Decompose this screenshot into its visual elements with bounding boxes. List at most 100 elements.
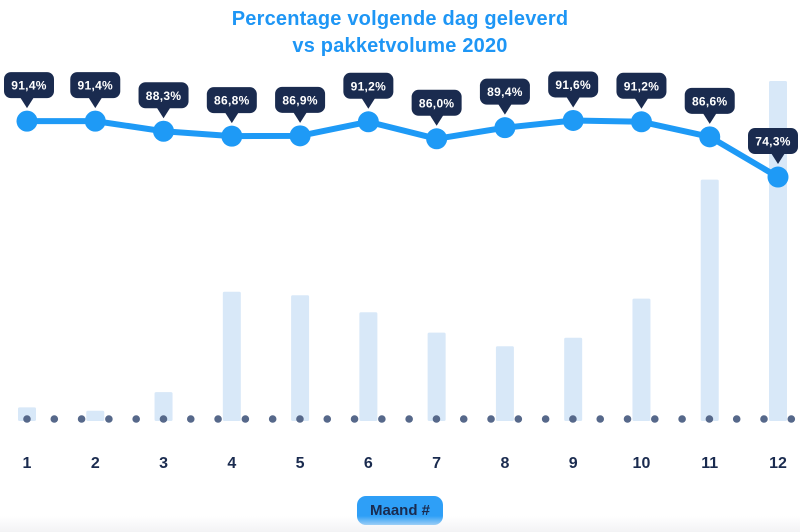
value-callout: 91,4% — [70, 72, 121, 109]
callout-box — [548, 71, 599, 98]
line-point[interactable] — [494, 117, 516, 139]
baseline-dot — [378, 415, 386, 423]
baseline-dot — [514, 415, 523, 423]
x-tick-label: 10 — [633, 455, 651, 472]
baseline-dot — [241, 415, 250, 423]
line-point[interactable] — [16, 110, 38, 132]
callout-box — [343, 72, 394, 99]
baseline-dot — [432, 415, 441, 423]
callout-value: 86,9% — [282, 93, 318, 107]
callout-pointer — [429, 114, 444, 126]
callout-pointer — [771, 153, 785, 165]
callout-value: 91,6% — [555, 78, 591, 92]
callout-pointer — [634, 97, 649, 109]
line-point[interactable] — [221, 125, 243, 147]
volume-bar[interactable] — [769, 81, 787, 421]
baseline-dot — [405, 415, 413, 423]
baseline-dot — [214, 415, 222, 423]
volume-bar[interactable] — [427, 332, 446, 421]
baseline-dot — [186, 415, 195, 423]
line-point[interactable] — [153, 120, 175, 142]
baseline-dot — [487, 415, 495, 423]
baseline-dot — [459, 415, 468, 423]
x-tick-label: 12 — [769, 455, 787, 472]
line-point[interactable] — [357, 111, 379, 133]
chart-title-line1: Percentage volgende dag geleverd — [231, 8, 569, 30]
callout-value: 91,2% — [624, 79, 660, 93]
baseline-dot — [623, 415, 632, 423]
value-callout: 91,4% — [4, 72, 54, 109]
baseline-dot — [541, 415, 550, 423]
line-point[interactable] — [562, 109, 584, 131]
chart-title: Percentage volgende dag geleverd vs pakk… — [0, 6, 800, 60]
value-callout: 89,4% — [479, 78, 530, 115]
callout-pointer — [156, 107, 171, 119]
x-tick-label: 11 — [701, 455, 718, 472]
x-tick-label: 8 — [500, 455, 509, 472]
baseline-dot — [787, 415, 796, 423]
baseline-dot — [268, 415, 277, 423]
callout-value: 91,4% — [11, 79, 47, 93]
volume-bar[interactable] — [564, 337, 583, 421]
baseline-dot — [23, 415, 31, 423]
percentage-line — [24, 117, 781, 181]
baseline-dot — [350, 415, 359, 423]
value-callout: 88,3% — [138, 82, 189, 119]
volume-bar[interactable] — [154, 392, 173, 421]
callout-box — [138, 82, 189, 109]
baseline-dot — [159, 415, 168, 423]
callout-value: 89,4% — [487, 85, 523, 99]
callout-pointer — [566, 96, 581, 108]
baseline-dot — [77, 415, 86, 423]
callout-box — [275, 86, 326, 113]
callout-value: 86,8% — [214, 94, 250, 108]
callout-pointer — [497, 103, 512, 115]
chart-title-line2: vs pakketvolume 2020 — [292, 35, 508, 57]
value-callout: 86,8% — [206, 87, 257, 124]
volume-bar[interactable] — [359, 312, 378, 421]
value-callout: 91,6% — [548, 71, 599, 108]
baseline-dot — [596, 415, 605, 423]
callout-pointer — [88, 97, 103, 109]
x-tick-label: 5 — [296, 455, 305, 472]
baseline-dot — [678, 415, 686, 423]
x-tick-label: 7 — [432, 455, 441, 472]
baseline-dot — [651, 415, 659, 423]
callout-box — [684, 87, 735, 114]
x-tick-label: 2 — [91, 455, 100, 472]
value-callout: 86,0% — [411, 89, 462, 126]
x-tick-label: 4 — [227, 455, 236, 472]
line-point[interactable] — [84, 110, 106, 132]
callout-pointer — [20, 97, 34, 109]
x-tick-label: 6 — [364, 455, 373, 472]
line-point[interactable] — [426, 128, 448, 150]
baseline-dot — [296, 415, 304, 423]
callout-value: 91,2% — [351, 79, 387, 93]
line-point[interactable] — [630, 111, 652, 133]
line-point[interactable] — [767, 166, 789, 188]
callout-box — [479, 78, 530, 105]
volume-bar[interactable] — [495, 346, 514, 421]
callout-value: 74,3% — [755, 135, 791, 149]
baseline-dot — [105, 415, 113, 423]
line-point[interactable] — [289, 125, 311, 147]
callout-box — [411, 89, 462, 116]
baseline-dot — [705, 415, 714, 423]
baseline-dot — [323, 415, 332, 423]
volume-bar[interactable] — [222, 291, 241, 421]
volume-bar[interactable] — [18, 407, 36, 421]
callout-value: 86,6% — [692, 94, 728, 108]
callout-box — [206, 87, 257, 114]
volume-bar[interactable] — [86, 410, 105, 421]
value-callout: 74,3% — [748, 128, 798, 165]
x-axis-label-button[interactable]: Maand # — [356, 496, 444, 525]
volume-bar[interactable] — [700, 179, 719, 421]
line-point[interactable] — [699, 126, 721, 148]
volume-bar[interactable] — [291, 295, 310, 421]
callout-value: 88,3% — [146, 89, 182, 103]
value-callout: 86,9% — [275, 86, 326, 123]
value-callout: 91,2% — [616, 72, 667, 109]
volume-bar[interactable] — [632, 298, 651, 421]
x-tick-label: 9 — [569, 455, 578, 472]
callout-pointer — [702, 112, 717, 124]
